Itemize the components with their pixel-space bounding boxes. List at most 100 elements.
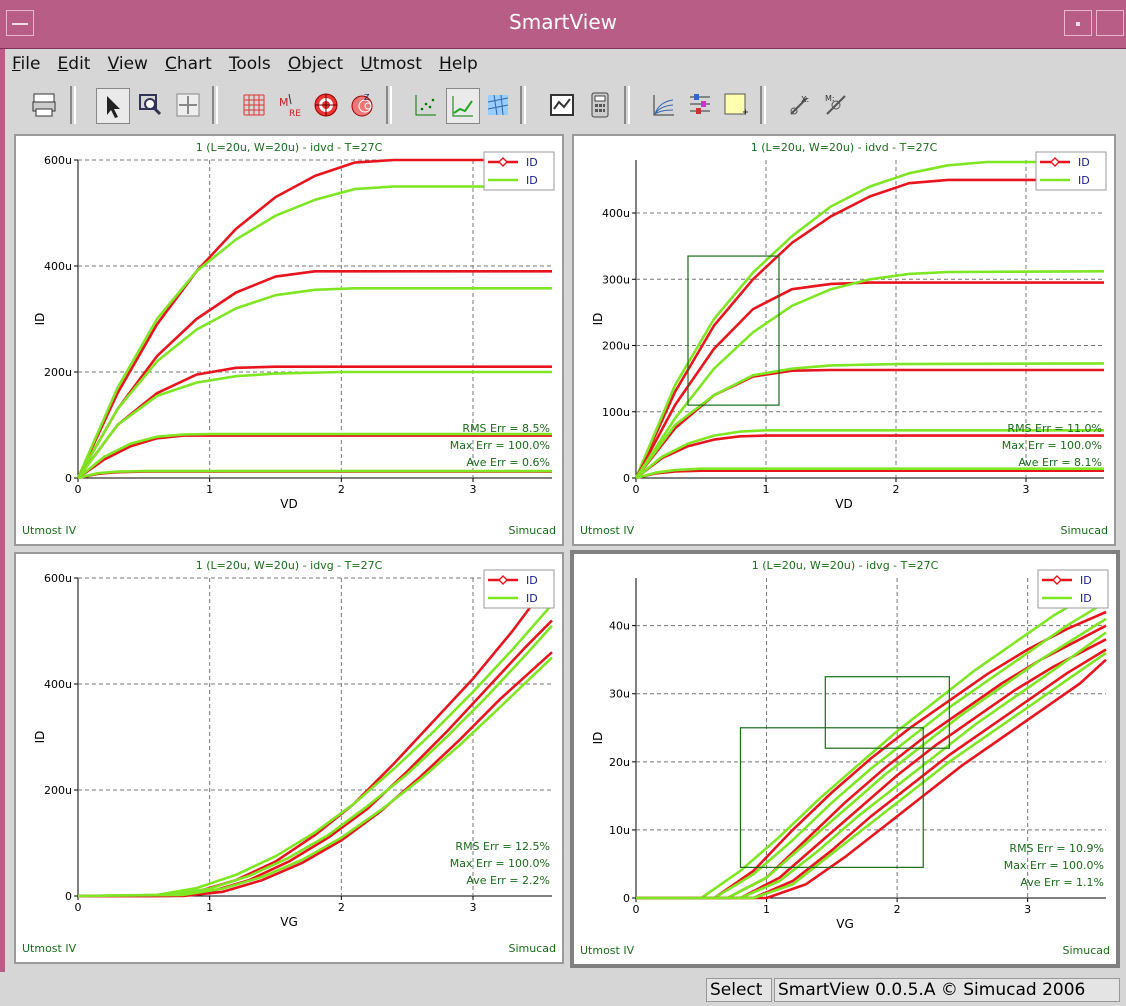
status-bar: Select SmartView 0.0.5.A © Simucad 2006 bbox=[0, 972, 1126, 1006]
svg-text:M: M bbox=[279, 96, 289, 109]
menu-view[interactable]: View bbox=[107, 54, 148, 74]
measured-curve[interactable] bbox=[636, 648, 1107, 900]
zoom-icon[interactable] bbox=[134, 88, 166, 122]
menu-bar: File Edit View Chart Tools Object Utmost… bbox=[6, 50, 1120, 80]
plot-window-icon[interactable] bbox=[546, 88, 578, 122]
menu-utmost[interactable]: Utmost bbox=[360, 54, 422, 74]
simulated-curve[interactable] bbox=[76, 370, 552, 479]
curves-icon[interactable] bbox=[648, 88, 680, 122]
menu-help[interactable]: Help bbox=[439, 54, 478, 74]
title-bar[interactable]: SmartView bbox=[0, 0, 1126, 49]
measured-curve[interactable] bbox=[77, 470, 552, 480]
simulated-curve[interactable] bbox=[634, 160, 1104, 479]
error-stat: Max Err = 100.0% bbox=[450, 857, 550, 870]
simulated-curve[interactable] bbox=[636, 600, 1107, 900]
chart-title: 1 (L=20u, W=20u) - idvg - T=27C bbox=[752, 559, 939, 572]
simulated-curve[interactable] bbox=[636, 617, 1107, 900]
legend-box[interactable] bbox=[1035, 151, 1107, 191]
print-icon[interactable] bbox=[28, 88, 60, 122]
fit-m-icon[interactable]: M: bbox=[820, 88, 852, 122]
error-stat: RMS Err = 11.0% bbox=[1007, 422, 1102, 435]
menu-tools[interactable]: Tools bbox=[228, 54, 271, 74]
svg-text:RE: RE bbox=[289, 109, 301, 118]
simulated-curve[interactable] bbox=[635, 429, 1104, 480]
y-axis-label: ID bbox=[591, 732, 605, 745]
x-tick-label: 3 bbox=[1023, 483, 1030, 496]
window-menu-button[interactable] bbox=[6, 10, 34, 36]
simulated-curve[interactable] bbox=[77, 624, 553, 898]
x-tick-label: 2 bbox=[338, 901, 345, 914]
y-tick-label: 30u bbox=[609, 688, 630, 701]
chart-svg: 1 (L=20u, W=20u) - idvg - T=27C010u20u30… bbox=[580, 559, 1110, 957]
legend-label-measured: ID bbox=[1080, 574, 1092, 587]
simulated-curve[interactable] bbox=[77, 469, 552, 480]
legend-label-measured: ID bbox=[526, 156, 538, 169]
zoom-box[interactable] bbox=[739, 727, 924, 868]
mre-icon[interactable]: M RE bbox=[274, 88, 306, 122]
x-tick-label: 1 bbox=[763, 483, 770, 496]
legend-label-simulated: ID bbox=[526, 174, 538, 187]
surface-icon[interactable] bbox=[482, 88, 514, 122]
chart-workspace: 1 (L=20u, W=20u) - idvd - T=27C 0 200u 400u… bbox=[6, 130, 1120, 970]
line-chart-icon[interactable] bbox=[446, 88, 480, 124]
y-tick-label: 600u bbox=[44, 572, 72, 585]
simulated-curve[interactable] bbox=[77, 432, 552, 480]
grid-icon[interactable] bbox=[238, 88, 270, 122]
maximize-button[interactable] bbox=[1096, 10, 1124, 36]
toolbar-separator bbox=[624, 86, 630, 124]
chart-title: 1 (L=20u, W=20u) - idvd - T=27C bbox=[751, 141, 938, 154]
legend-label-simulated: ID bbox=[1078, 174, 1090, 187]
measured-curve[interactable] bbox=[635, 469, 1104, 480]
panel-note-left: Utmost IV bbox=[22, 524, 77, 537]
toolbar-separator bbox=[520, 86, 526, 124]
pan-icon[interactable] bbox=[172, 88, 204, 122]
sliders-icon[interactable] bbox=[684, 88, 716, 122]
select-arrow-icon[interactable] bbox=[96, 88, 130, 124]
y-tick-label: 600u bbox=[44, 154, 72, 167]
fit-xy-icon[interactable]: X: bbox=[784, 88, 816, 122]
legend-box[interactable] bbox=[483, 569, 555, 609]
simulated-curve[interactable] bbox=[635, 467, 1104, 480]
simulated-curve[interactable] bbox=[636, 631, 1107, 900]
y-axis-label: ID bbox=[33, 731, 47, 744]
simulated-curve[interactable] bbox=[634, 362, 1105, 479]
zoom-box[interactable] bbox=[687, 255, 780, 406]
chart-panel-idvd-1[interactable]: 1 (L=20u, W=20u) - idvd - T=27C 0 200u 400u… bbox=[14, 134, 564, 546]
menu-file[interactable]: File bbox=[12, 54, 41, 74]
measured-curve[interactable] bbox=[77, 434, 552, 480]
error-stat: RMS Err = 12.5% bbox=[455, 840, 550, 853]
chart-svg: 1 (L=20u, W=20u) - idvg - T=27C 0 200u 400u… bbox=[22, 559, 556, 955]
scatter-icon[interactable] bbox=[410, 88, 442, 122]
simulated-curve[interactable] bbox=[634, 270, 1105, 479]
simulated-curve[interactable] bbox=[76, 185, 552, 479]
measured-curve[interactable] bbox=[78, 651, 553, 898]
measured-curve[interactable] bbox=[636, 610, 1107, 900]
chart-panel-idvg-1[interactable]: 1 (L=20u, W=20u) - idvg - T=27C 0 200u 400u… bbox=[14, 552, 564, 964]
smith-chart-icon[interactable]: Z bbox=[346, 88, 378, 122]
legend-box[interactable] bbox=[483, 151, 555, 191]
measured-curve[interactable] bbox=[76, 270, 552, 479]
calculator-icon[interactable] bbox=[584, 88, 616, 122]
simulated-curve[interactable] bbox=[76, 287, 552, 479]
measured-curve[interactable] bbox=[76, 158, 552, 479]
x-axis-label: VD bbox=[280, 497, 297, 511]
menu-object[interactable]: Object bbox=[287, 54, 344, 74]
menu-chart[interactable]: Chart bbox=[165, 54, 212, 74]
measured-curve[interactable] bbox=[634, 178, 1104, 479]
chart-panel-idvg-2[interactable]: 1 (L=20u, W=20u) - idvg - T=27C 0 10u 20u 30… bbox=[570, 550, 1120, 968]
measured-curve[interactable] bbox=[636, 638, 1107, 900]
menu-edit[interactable]: Edit bbox=[57, 54, 91, 74]
simulated-curve[interactable] bbox=[636, 651, 1107, 900]
simulated-curve[interactable] bbox=[77, 656, 553, 898]
chart-panel-idvd-2[interactable]: 1 (L=20u, W=20u) - idvd - T=27C 0 100u 200u… bbox=[572, 134, 1116, 546]
legend-box[interactable] bbox=[1037, 569, 1109, 609]
target-icon[interactable] bbox=[310, 88, 342, 122]
y-tick-label: 20u bbox=[609, 756, 630, 769]
note-icon[interactable] bbox=[720, 88, 752, 122]
minimize-button[interactable] bbox=[1064, 10, 1092, 36]
zoom-box[interactable] bbox=[824, 676, 950, 749]
y-tick-label: 200u bbox=[44, 366, 72, 379]
x-tick-label: 1 bbox=[206, 901, 213, 914]
x-tick-label: 0 bbox=[633, 483, 640, 496]
simulated-curve[interactable] bbox=[77, 603, 553, 898]
